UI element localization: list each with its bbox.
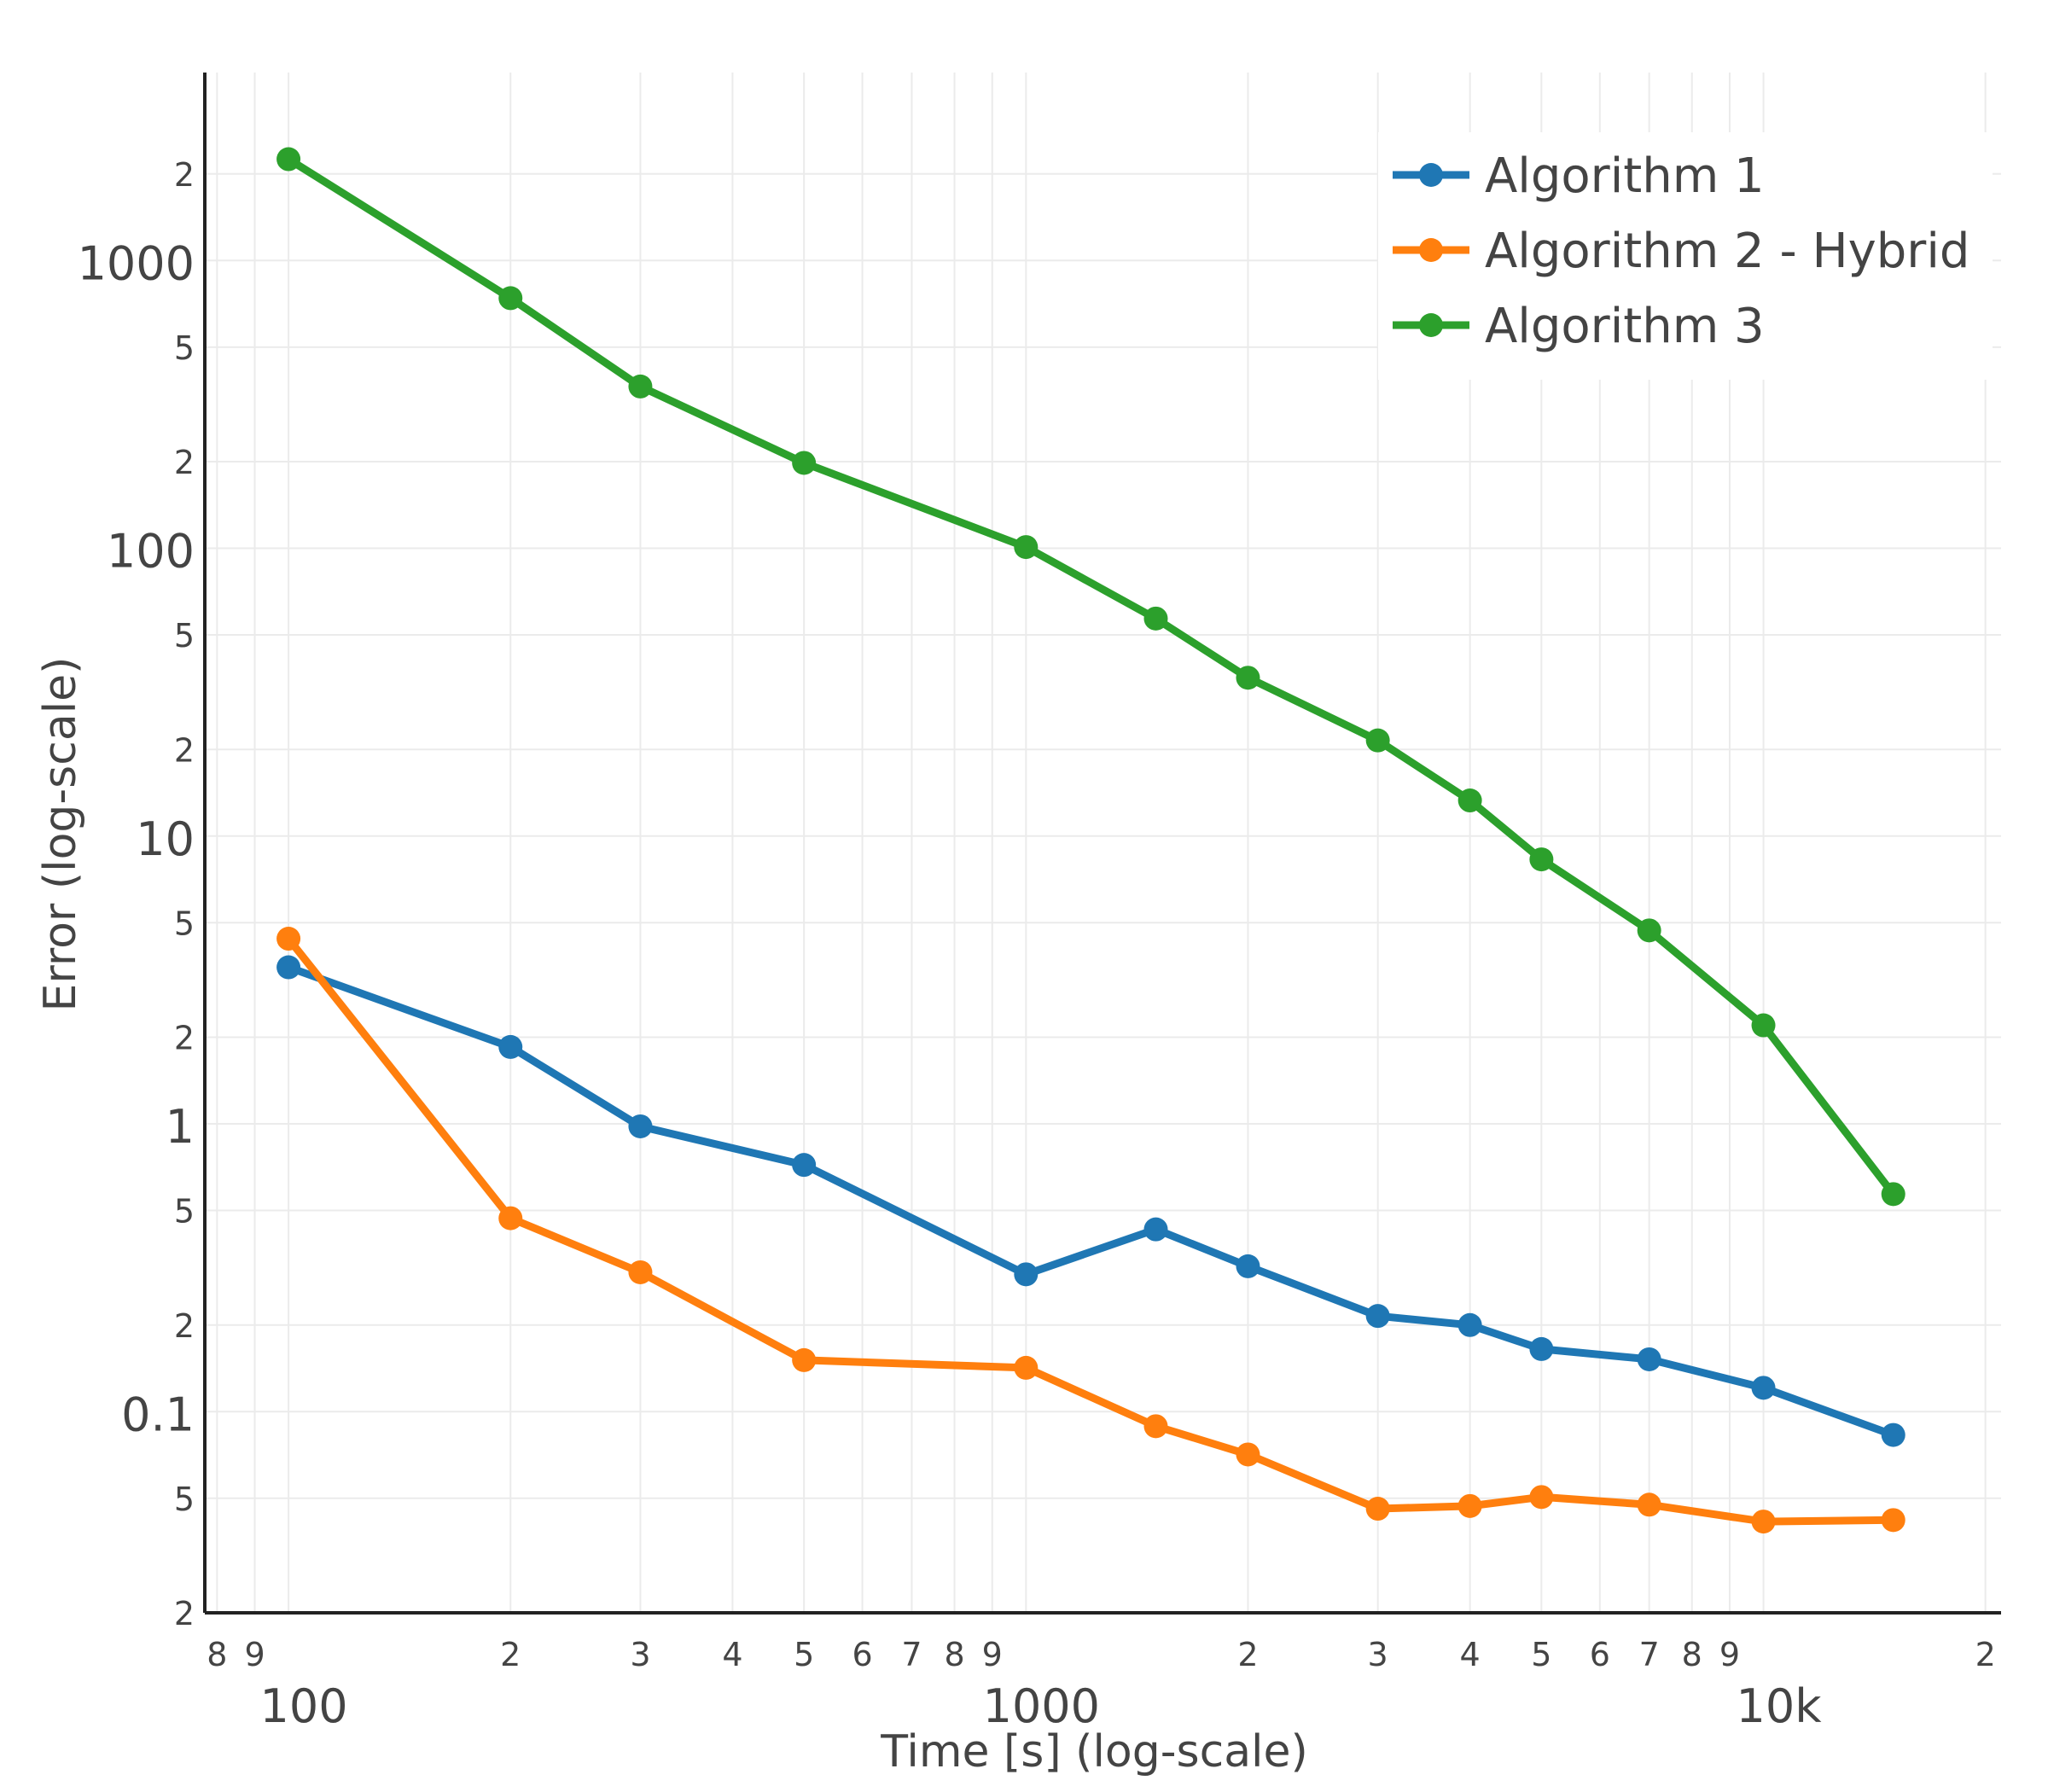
legend-swatch-marker bbox=[1419, 163, 1443, 187]
data-point bbox=[1457, 1493, 1482, 1518]
data-point bbox=[1637, 1347, 1661, 1371]
data-point bbox=[1143, 1217, 1168, 1242]
data-point bbox=[1637, 918, 1661, 943]
y-tick-label: 2 bbox=[174, 1307, 195, 1345]
y-tick-label: 2 bbox=[174, 731, 195, 769]
y-axis-title: Error (log-scale) bbox=[35, 657, 86, 1012]
data-point bbox=[1457, 1312, 1482, 1337]
series-2 bbox=[276, 927, 1905, 1534]
data-point bbox=[276, 955, 301, 980]
data-point bbox=[1365, 1304, 1390, 1329]
y-tick-label: 5 bbox=[174, 1481, 195, 1518]
data-point bbox=[1457, 788, 1482, 813]
data-point bbox=[276, 927, 301, 951]
y-tick-label: 2 bbox=[174, 444, 195, 481]
legend-label: Algorithm 1 bbox=[1485, 148, 1765, 204]
data-point bbox=[1881, 1182, 1905, 1207]
x-tick-label: 7 bbox=[1639, 1636, 1660, 1673]
data-point bbox=[1529, 1485, 1554, 1510]
legend-label: Algorithm 2 - Hybrid bbox=[1485, 224, 1969, 279]
y-tick-labels: 2 5 2 5 2 5 2 5 2 5 2 0.1 1 10 100 1000 bbox=[78, 156, 195, 1632]
data-point bbox=[1529, 1336, 1554, 1361]
x-tick-label: 3 bbox=[630, 1636, 650, 1673]
x-tick-label: 2 bbox=[1975, 1636, 1996, 1673]
data-point bbox=[498, 286, 523, 311]
legend: Algorithm 1 Algorithm 2 - Hybrid Algorithm… bbox=[1378, 132, 1993, 380]
y-tick-label: 5 bbox=[174, 329, 195, 367]
x-tick-label: 100 bbox=[260, 1679, 348, 1733]
x-axis-title: Time [s] (log-scale) bbox=[880, 1726, 1308, 1777]
legend-swatch-marker bbox=[1419, 238, 1443, 262]
series-line bbox=[284, 934, 1898, 1526]
data-point bbox=[1529, 847, 1554, 872]
x-tick-label: 2 bbox=[1237, 1636, 1258, 1673]
data-point bbox=[1014, 535, 1039, 560]
y-tick-label: 10 bbox=[136, 812, 195, 866]
data-point bbox=[628, 374, 653, 399]
data-point bbox=[1751, 1013, 1776, 1038]
data-point bbox=[1143, 606, 1168, 631]
x-tick-label: 9 bbox=[244, 1636, 265, 1673]
data-point bbox=[1236, 666, 1260, 690]
data-point bbox=[1014, 1355, 1039, 1380]
x-tick-label: 5 bbox=[1531, 1636, 1551, 1673]
y-tick-label: 100 bbox=[107, 525, 195, 579]
y-tick-label: 2 bbox=[174, 156, 195, 194]
data-point bbox=[1365, 1497, 1390, 1521]
x-tick-label: 7 bbox=[901, 1636, 922, 1673]
data-point bbox=[792, 451, 817, 475]
y-tick-label: 0.1 bbox=[121, 1388, 195, 1441]
y-tick-label: 2 bbox=[174, 1020, 195, 1057]
data-point bbox=[1637, 1492, 1661, 1517]
data-point bbox=[1751, 1376, 1776, 1400]
y-tick-label: 1000 bbox=[78, 236, 195, 290]
series-layer bbox=[276, 147, 1905, 1534]
data-point bbox=[628, 1260, 653, 1284]
y-tick-label: 5 bbox=[174, 617, 195, 655]
legend-box bbox=[1378, 132, 1993, 380]
data-point bbox=[498, 1034, 523, 1059]
x-tick-label: 8 bbox=[207, 1636, 227, 1673]
x-tick-label: 3 bbox=[1368, 1636, 1388, 1673]
data-point bbox=[792, 1153, 817, 1178]
data-point bbox=[1881, 1508, 1905, 1533]
x-tick-label: 9 bbox=[982, 1636, 1003, 1673]
x-tick-label: 6 bbox=[1590, 1636, 1610, 1673]
data-point bbox=[1236, 1254, 1260, 1278]
x-tick-label: 10k bbox=[1737, 1679, 1823, 1733]
data-point bbox=[1751, 1510, 1776, 1534]
data-point bbox=[1143, 1414, 1168, 1439]
y-tick-label: 5 bbox=[174, 1193, 195, 1231]
data-point bbox=[1881, 1423, 1905, 1447]
data-point bbox=[1236, 1442, 1260, 1467]
x-tick-label: 9 bbox=[1719, 1636, 1740, 1673]
data-point bbox=[498, 1206, 523, 1231]
x-tick-label: 5 bbox=[794, 1636, 814, 1673]
data-point bbox=[1014, 1262, 1039, 1287]
data-point bbox=[1365, 728, 1390, 753]
x-tick-label: 8 bbox=[944, 1636, 964, 1673]
series-3 bbox=[276, 147, 1905, 1207]
legend-swatch-marker bbox=[1419, 313, 1443, 337]
y-tick-label: 2 bbox=[174, 1595, 195, 1632]
x-tick-label: 4 bbox=[722, 1636, 742, 1673]
y-tick-label: 5 bbox=[174, 905, 195, 942]
x-tick-label: 1000 bbox=[983, 1679, 1100, 1733]
axes bbox=[203, 73, 2001, 1615]
y-tick-label: 1 bbox=[166, 1100, 195, 1154]
series-1 bbox=[276, 955, 1905, 1447]
x-tick-label: 6 bbox=[852, 1636, 872, 1673]
x-tick-label: 4 bbox=[1460, 1636, 1481, 1673]
x-tick-label: 8 bbox=[1682, 1636, 1702, 1673]
data-point bbox=[792, 1347, 817, 1372]
data-point bbox=[628, 1114, 653, 1138]
data-point bbox=[276, 147, 301, 172]
legend-label: Algorithm 3 bbox=[1485, 299, 1765, 354]
x-tick-label: 2 bbox=[500, 1636, 521, 1673]
